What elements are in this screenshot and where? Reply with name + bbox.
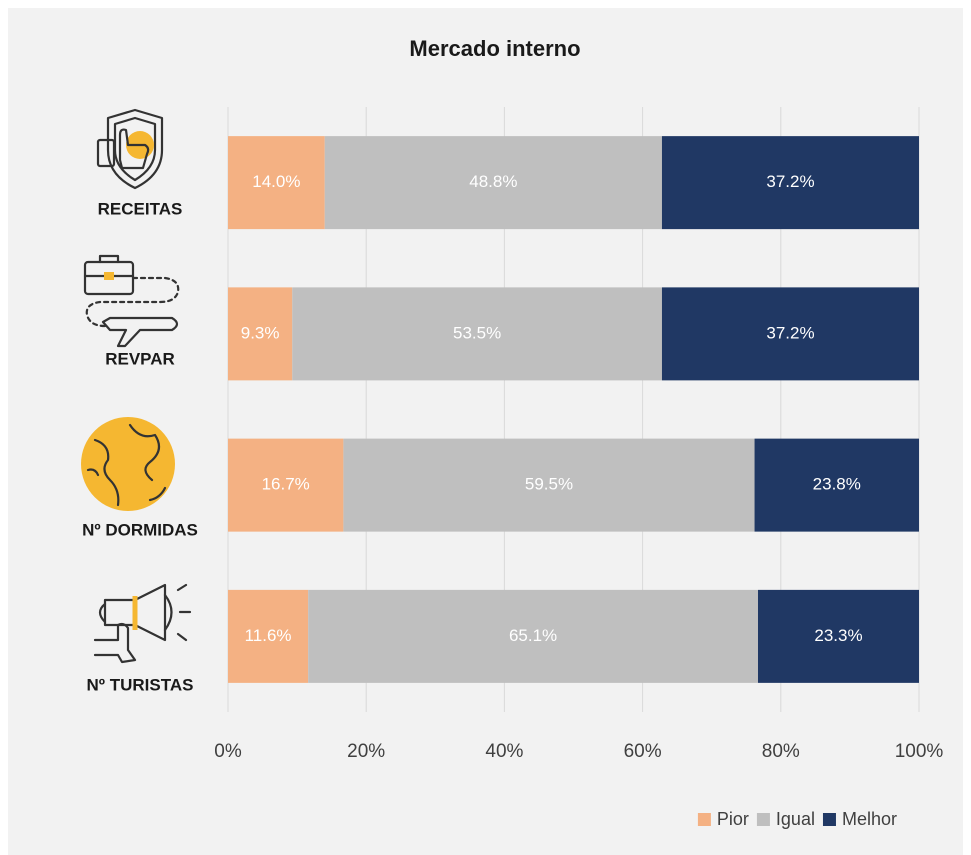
bar-segment xyxy=(292,287,662,381)
bar-segment xyxy=(228,438,344,532)
icon-revpar xyxy=(83,254,180,348)
bar-segment xyxy=(661,287,919,381)
bar-segment xyxy=(754,438,919,532)
bar-segment xyxy=(343,438,755,532)
legend-swatch xyxy=(756,813,770,826)
value-label: 53.5% xyxy=(453,323,501,342)
value-label: 23.8% xyxy=(813,475,861,494)
category-label: RECEITAS xyxy=(98,199,183,218)
x-tick-label: 100% xyxy=(895,741,944,762)
bar-segment xyxy=(757,589,919,683)
icon-turistas xyxy=(93,583,192,664)
value-label: 65.1% xyxy=(509,626,557,645)
value-label: 37.2% xyxy=(766,323,814,342)
value-label: 16.7% xyxy=(262,475,310,494)
chart-title: Mercado interno xyxy=(409,36,580,61)
bar-segment xyxy=(661,136,919,230)
value-label: 9.3% xyxy=(241,323,280,342)
bar-segment xyxy=(228,287,293,381)
x-tick-label: 80% xyxy=(762,741,800,762)
icon-dormidas xyxy=(81,417,175,511)
value-label: 14.0% xyxy=(252,172,300,191)
value-label: 59.5% xyxy=(525,475,573,494)
value-label: 11.6% xyxy=(245,626,292,645)
bar-segment xyxy=(228,136,325,230)
icon-receitas xyxy=(96,108,164,190)
x-tick-label: 60% xyxy=(624,741,662,762)
category-label: Nº DORMIDAS xyxy=(82,520,198,539)
legend-label: Igual xyxy=(776,809,815,829)
x-tick-label: 40% xyxy=(485,741,523,762)
x-tick-label: 20% xyxy=(347,741,385,762)
value-label: 23.3% xyxy=(814,626,862,645)
category-label: REVPAR xyxy=(105,349,175,368)
value-label: 48.8% xyxy=(469,172,517,191)
value-label: 37.2% xyxy=(766,172,814,191)
bar-segment xyxy=(324,136,662,230)
x-tick-label: 0% xyxy=(214,741,242,762)
legend-swatch xyxy=(822,813,836,826)
legend-label: Melhor xyxy=(842,809,897,829)
legend-label: Pior xyxy=(717,809,749,829)
bar-segment xyxy=(308,589,758,683)
category-label: Nº TURISTAS xyxy=(87,675,194,694)
bar-segment xyxy=(228,589,309,683)
legend-swatch xyxy=(697,813,711,826)
